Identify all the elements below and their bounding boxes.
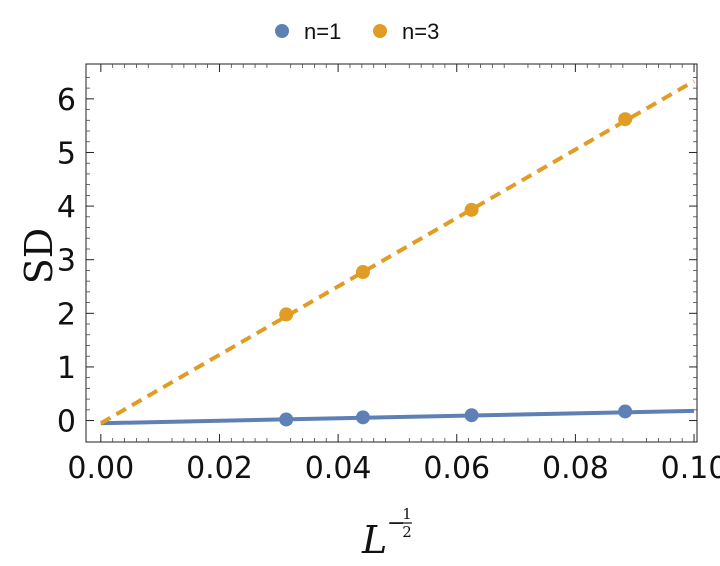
legend-marker-1: [275, 24, 289, 38]
plot-frame: [85, 63, 698, 443]
y-tick-labels: 0 1 2 3 4 5 6: [57, 83, 76, 440]
x-tick-label: 0.08: [542, 451, 609, 486]
x-tick-label: 0.00: [67, 451, 134, 486]
x-axis-title-exp-numerator: 1: [402, 505, 412, 523]
x-axis-title: L − 1 2: [361, 505, 412, 562]
y-tick-label: 3: [57, 244, 76, 279]
legend: n=1 n=3: [275, 19, 439, 44]
x-tick-labels: 0.00 0.02 0.04 0.06 0.08 0.10: [67, 451, 720, 486]
series-2-point: [618, 112, 633, 127]
x-tick-label: 0.06: [423, 451, 490, 486]
y-axis-title: SD: [17, 228, 61, 285]
series-2-fit-line: [99, 79, 696, 425]
series-1-point: [279, 412, 294, 427]
y-tick-label: 0: [57, 405, 76, 440]
legend-label-1: n=1: [304, 19, 341, 44]
series-1-point: [618, 404, 633, 419]
series-2-point: [464, 202, 479, 217]
y-tick-label: 2: [57, 297, 76, 332]
y-tick-label: 4: [57, 190, 76, 225]
fit-lines: [99, 79, 696, 426]
series-1-point: [355, 410, 370, 425]
series-1-point: [464, 408, 479, 423]
x-tick-label: 0.10: [661, 451, 720, 486]
legend-label-2: n=3: [402, 19, 439, 44]
x-axis-title-exp-denominator: 2: [402, 523, 412, 541]
major-ticks: [86, 64, 697, 442]
minor-ticks: [86, 64, 697, 442]
x-axis-title-minus: −: [387, 511, 405, 536]
y-tick-label: 6: [57, 83, 76, 118]
y-tick-label: 1: [57, 351, 76, 386]
data-points: [279, 112, 633, 427]
y-tick-label: 5: [57, 136, 76, 171]
legend-marker-2: [373, 24, 387, 38]
series-1-fit-line: [100, 408, 695, 426]
x-tick-label: 0.04: [305, 451, 372, 486]
x-axis-title-base: L: [361, 518, 387, 562]
x-tick-label: 0.02: [186, 451, 253, 486]
series-2-point: [355, 265, 370, 280]
series-2-point: [279, 307, 294, 322]
